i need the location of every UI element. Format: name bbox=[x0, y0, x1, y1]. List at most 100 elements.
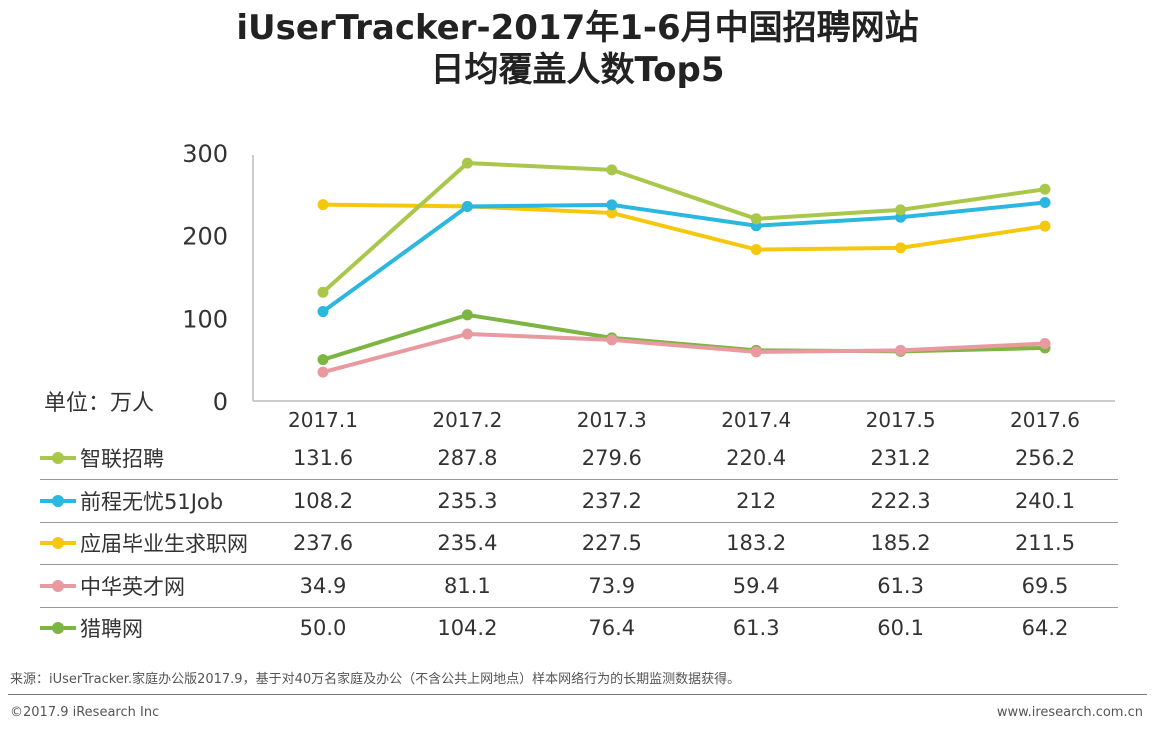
data-label: 76.4 bbox=[588, 616, 636, 640]
data-label: 183.2 bbox=[726, 531, 787, 555]
legend-marker-icon bbox=[40, 452, 76, 464]
series-中华英才网 bbox=[317, 328, 1051, 378]
data-label: 59.4 bbox=[732, 573, 780, 598]
legend-label: 前程无忧51Job bbox=[80, 489, 224, 514]
table-row: 应届毕业生求职网 237.6 235.4 227.5 183.2 185.2 211.5 bbox=[40, 522, 1118, 565]
data-point bbox=[317, 286, 329, 298]
series-line bbox=[322, 202, 1046, 252]
x-tick-label: 2017.3 bbox=[577, 408, 647, 432]
y-tick-label: 300 bbox=[182, 140, 228, 168]
data-label: 287.8 bbox=[437, 446, 498, 470]
series-应届毕业生求职网 bbox=[317, 199, 1051, 256]
data-point bbox=[1039, 197, 1051, 209]
series-智联招聘 bbox=[317, 157, 1051, 298]
data-point bbox=[606, 164, 618, 176]
data-label: 104.2 bbox=[437, 616, 498, 640]
data-label: 108.2 bbox=[292, 488, 354, 513]
data-label: 212 bbox=[736, 488, 777, 513]
y-tick-label: 200 bbox=[182, 223, 228, 251]
data-label: 237.6 bbox=[292, 531, 354, 555]
series-前程无忧51Job bbox=[317, 197, 1051, 318]
series-line bbox=[321, 161, 1046, 294]
data-label: 231.2 bbox=[870, 446, 931, 470]
legend-item: 猎聘网 bbox=[40, 613, 143, 643]
table-row: 智联招聘 131.6 287.8 279.6 220.4 231.2 256.2 bbox=[40, 437, 1118, 480]
data-label: 237.2 bbox=[581, 488, 642, 513]
data-label: 34.9 bbox=[299, 573, 347, 598]
data-point bbox=[461, 309, 473, 321]
data-point bbox=[317, 354, 329, 366]
data-point bbox=[1039, 220, 1051, 232]
data-point bbox=[750, 213, 762, 225]
x-tick-label: 2017.1 bbox=[288, 408, 358, 432]
data-label: 69.5 bbox=[1021, 573, 1069, 598]
series-line bbox=[321, 200, 1046, 314]
x-tick-label: 2017.2 bbox=[432, 408, 502, 432]
data-point bbox=[317, 366, 329, 378]
legend-item: 应届毕业生求职网 bbox=[40, 528, 248, 558]
data-point bbox=[317, 306, 329, 318]
data-label: 64.2 bbox=[1021, 616, 1069, 640]
data-point bbox=[317, 199, 329, 211]
x-tick-label: 2017.4 bbox=[721, 408, 791, 432]
legend-label: 中华英才网 bbox=[80, 574, 185, 599]
legend-label: 智联招聘 bbox=[80, 447, 164, 471]
chart-title: iUserTracker-2017年1-6月中国招聘网站 bbox=[236, 8, 919, 48]
data-point bbox=[606, 334, 618, 346]
website: www.iresearch.com.cn bbox=[996, 705, 1143, 720]
data-point bbox=[1039, 338, 1051, 350]
legend-marker-icon bbox=[40, 622, 76, 634]
source-note: 来源：iUserTracker.家庭办公版2017.9，基于对40万名家庭及办公… bbox=[10, 672, 741, 687]
data-label: 235.3 bbox=[437, 488, 498, 513]
data-label: 60.1 bbox=[877, 616, 924, 640]
chart-subtitle: 日均覆盖人数Top5 bbox=[430, 50, 725, 90]
data-label: 50.0 bbox=[299, 616, 347, 640]
data-label: 61.3 bbox=[732, 616, 780, 640]
line-chart: 0 100 200 300 2017.1 2017.2 2017.3 2017.4 2017.5… bbox=[182, 140, 1115, 432]
data-point bbox=[895, 344, 907, 356]
data-label: 235.4 bbox=[437, 531, 498, 555]
data-point bbox=[895, 242, 907, 254]
data-point bbox=[461, 157, 473, 169]
data-label: 227.5 bbox=[581, 531, 642, 555]
series-猎聘网 bbox=[317, 309, 1051, 366]
legend-marker-icon bbox=[40, 537, 76, 549]
legend-marker-icon bbox=[40, 494, 76, 507]
copyright: ©2017.9 iResearch Inc bbox=[10, 705, 160, 720]
data-point bbox=[606, 199, 618, 211]
data-point bbox=[1039, 183, 1051, 195]
legend-item: 前程无忧51Job bbox=[40, 486, 223, 516]
x-tick-label: 2017.6 bbox=[1010, 408, 1080, 432]
legend-item: 中华英才网 bbox=[40, 571, 185, 601]
data-label: 73.9 bbox=[588, 573, 636, 598]
data-point bbox=[895, 204, 907, 216]
table-row: 前程无忧51Job 108.2 235.3 237.2 212 222.3 240.1 bbox=[40, 480, 1118, 523]
data-point bbox=[750, 244, 762, 256]
footer-divider bbox=[8, 694, 1147, 695]
data-label: 61.3 bbox=[877, 573, 924, 598]
data-label: 81.1 bbox=[444, 573, 491, 598]
data-label: 240.1 bbox=[1014, 488, 1076, 513]
y-tick-label: 0 bbox=[213, 388, 228, 416]
y-tick-label: 100 bbox=[182, 305, 228, 333]
data-label: 211.5 bbox=[1014, 531, 1076, 555]
data-label: 222.3 bbox=[870, 488, 931, 513]
legend-label: 应届毕业生求职网 bbox=[80, 532, 248, 556]
series-line bbox=[322, 331, 1046, 375]
data-point bbox=[461, 328, 473, 340]
legend-marker-icon bbox=[40, 579, 76, 592]
legend-item: 智联招聘 bbox=[40, 443, 164, 473]
x-tick-label: 2017.5 bbox=[866, 408, 936, 432]
legend-label: 猎聘网 bbox=[80, 617, 143, 641]
data-point bbox=[750, 346, 762, 358]
data-label: 220.4 bbox=[726, 446, 787, 470]
table-row: 猎聘网 50.0 104.2 76.4 61.3 60.1 64.2 bbox=[40, 607, 1118, 649]
data-label: 185.2 bbox=[870, 531, 931, 555]
table-row: 中华英才网 34.9 81.1 73.9 59.4 61.3 69.5 bbox=[40, 565, 1118, 608]
data-point bbox=[606, 207, 618, 219]
data-label: 279.6 bbox=[581, 446, 642, 470]
data-point bbox=[461, 200, 473, 212]
data-label: 131.6 bbox=[292, 446, 354, 470]
data-label: 256.2 bbox=[1014, 446, 1076, 470]
